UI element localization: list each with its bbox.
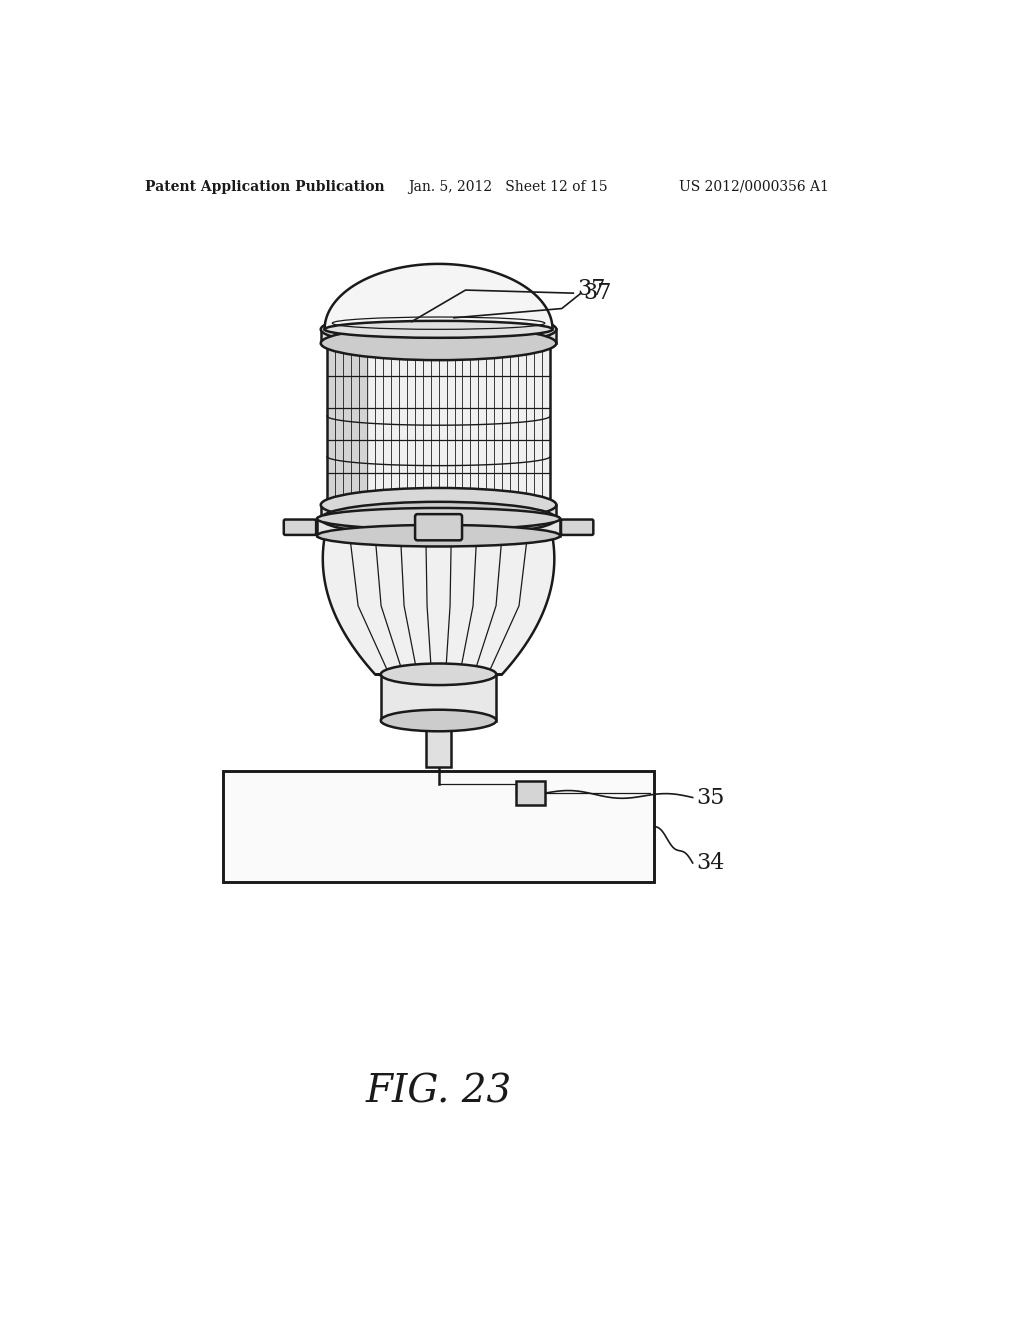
Polygon shape bbox=[223, 771, 654, 882]
Ellipse shape bbox=[321, 502, 556, 536]
Polygon shape bbox=[327, 343, 550, 506]
Polygon shape bbox=[321, 330, 556, 343]
Text: Patent Application Publication: Patent Application Publication bbox=[145, 180, 385, 194]
Ellipse shape bbox=[316, 508, 560, 529]
FancyBboxPatch shape bbox=[284, 520, 316, 535]
Ellipse shape bbox=[381, 710, 497, 731]
Ellipse shape bbox=[321, 488, 556, 521]
Ellipse shape bbox=[321, 313, 556, 346]
Text: 37: 37 bbox=[578, 279, 605, 301]
Text: US 2012/0000356 A1: US 2012/0000356 A1 bbox=[679, 180, 829, 194]
Polygon shape bbox=[323, 531, 554, 681]
Text: 34: 34 bbox=[696, 851, 725, 874]
Ellipse shape bbox=[381, 664, 497, 685]
Polygon shape bbox=[321, 506, 556, 519]
Text: 35: 35 bbox=[696, 787, 725, 808]
FancyBboxPatch shape bbox=[561, 520, 593, 535]
Ellipse shape bbox=[325, 321, 553, 338]
Polygon shape bbox=[381, 675, 497, 721]
Text: FIG. 23: FIG. 23 bbox=[366, 1073, 512, 1110]
Polygon shape bbox=[316, 519, 560, 536]
Polygon shape bbox=[515, 780, 545, 805]
Text: Jan. 5, 2012   Sheet 12 of 15: Jan. 5, 2012 Sheet 12 of 15 bbox=[408, 180, 607, 194]
Polygon shape bbox=[426, 721, 451, 767]
FancyBboxPatch shape bbox=[415, 515, 462, 540]
Text: 37: 37 bbox=[584, 282, 611, 304]
Polygon shape bbox=[325, 264, 553, 330]
Ellipse shape bbox=[321, 326, 556, 360]
Ellipse shape bbox=[316, 525, 560, 546]
Polygon shape bbox=[327, 343, 370, 506]
